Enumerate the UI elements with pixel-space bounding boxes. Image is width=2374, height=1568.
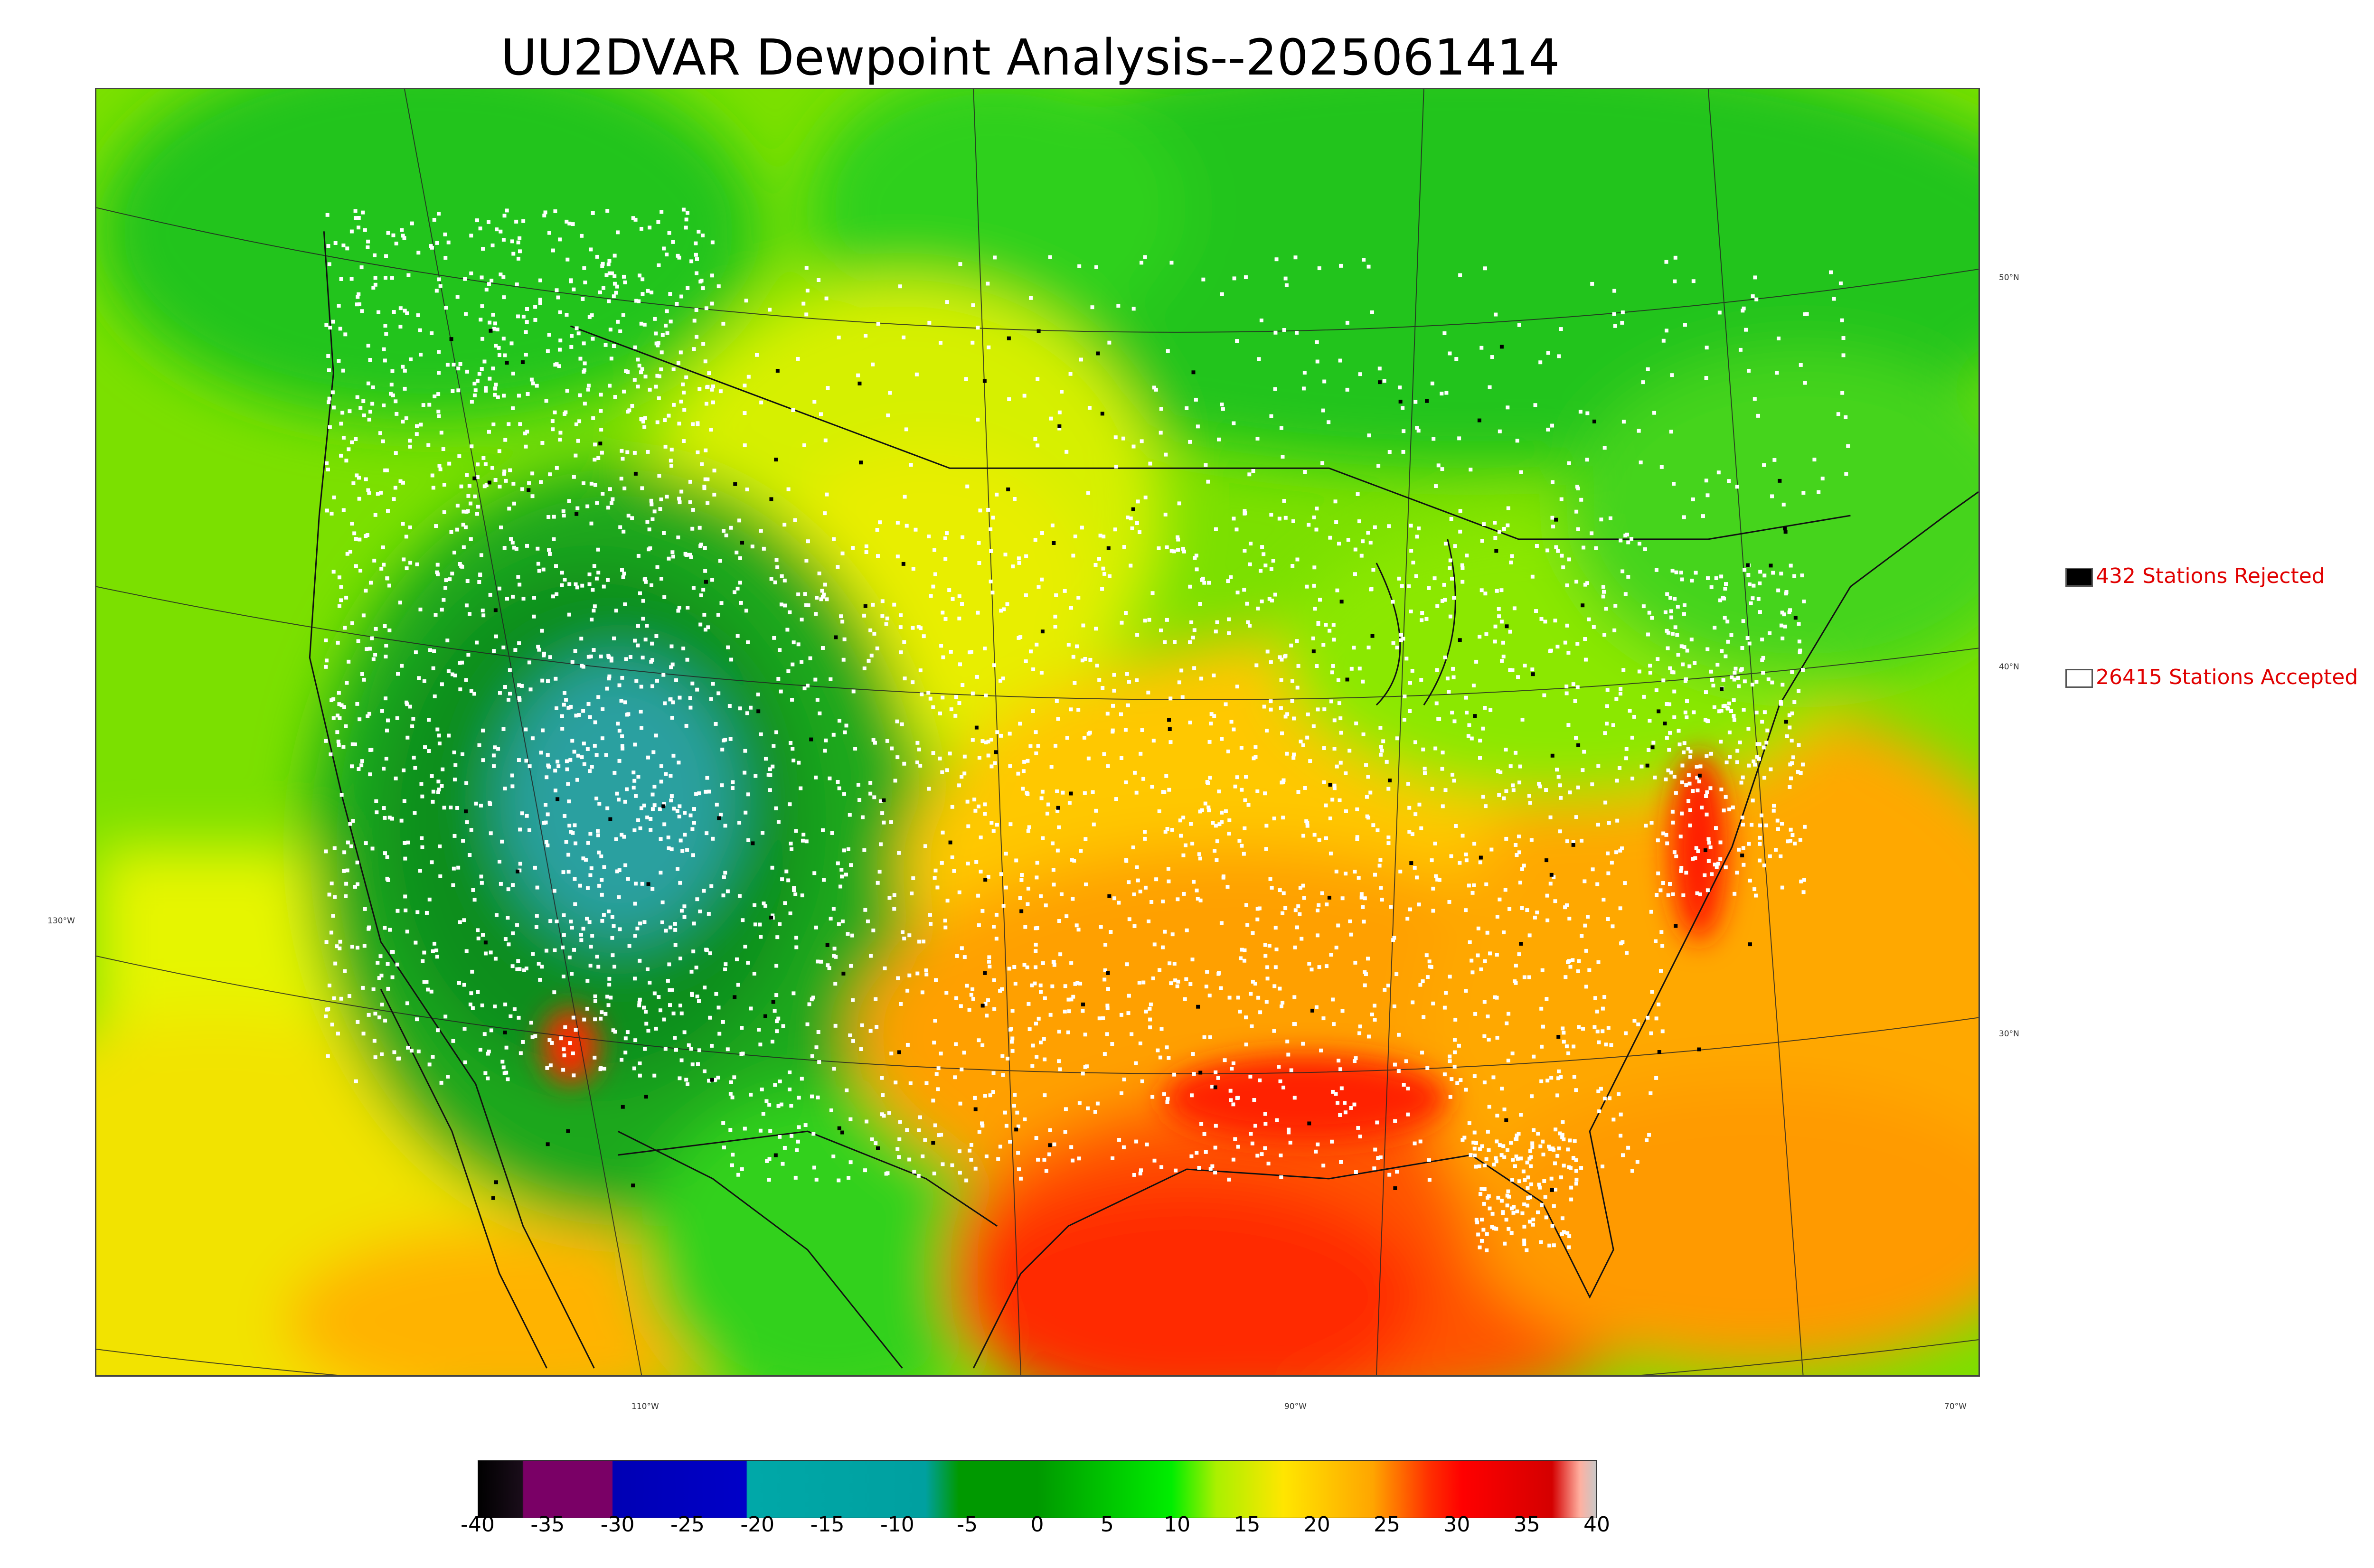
dewpoint-field [96, 89, 1978, 1375]
rejected-label: 432 Stations Rejected [2096, 564, 2325, 588]
lon-label-110w: 110°W [631, 1402, 659, 1411]
colorbar-tick: -10 [880, 1512, 914, 1537]
lat-label-40n: 40°N [1999, 662, 2019, 672]
colorbar-tick: -30 [600, 1512, 635, 1537]
accepted-label: 26415 Stations Accepted [2096, 665, 2358, 689]
colorbar-tick: -25 [670, 1512, 705, 1537]
colorbar-tick: 20 [1303, 1512, 1330, 1537]
lon-label-90w: 90°W [1284, 1402, 1307, 1411]
colorbar-tick: 30 [1443, 1512, 1470, 1537]
colorbar [478, 1460, 1597, 1518]
colorbar-tick: -20 [740, 1512, 775, 1537]
colorbar-tick: 10 [1164, 1512, 1191, 1537]
accepted-stations [324, 207, 1850, 1252]
lon-label-130w: 130°W [47, 916, 75, 926]
accepted-swatch [2065, 669, 2093, 688]
colorbar-tick: -40 [461, 1512, 495, 1537]
map-title: UU2DVAR Dewpoint Analysis--2025061414 [500, 28, 1560, 86]
dewpoint-map [95, 88, 1980, 1377]
lat-label-30n: 30°N [1999, 1029, 2019, 1039]
colorbar-tick: 15 [1234, 1512, 1261, 1537]
lon-label-70w: 70°W [1944, 1402, 1967, 1411]
colorbar-tick: -35 [530, 1512, 565, 1537]
colorbar-tick: -15 [810, 1512, 845, 1537]
colorbar-tick: 5 [1100, 1512, 1114, 1537]
lat-label-50n: 50°N [1999, 273, 2019, 282]
colorbar-tick: 35 [1513, 1512, 1540, 1537]
colorbar-tick: 40 [1583, 1512, 1610, 1537]
colorbar-tick: -5 [957, 1512, 978, 1537]
rejected-swatch [2065, 568, 2093, 587]
rejected-stations [449, 329, 1798, 1200]
colorbar-tick: 25 [1374, 1512, 1401, 1537]
colorbar-tick: 0 [1030, 1512, 1044, 1537]
